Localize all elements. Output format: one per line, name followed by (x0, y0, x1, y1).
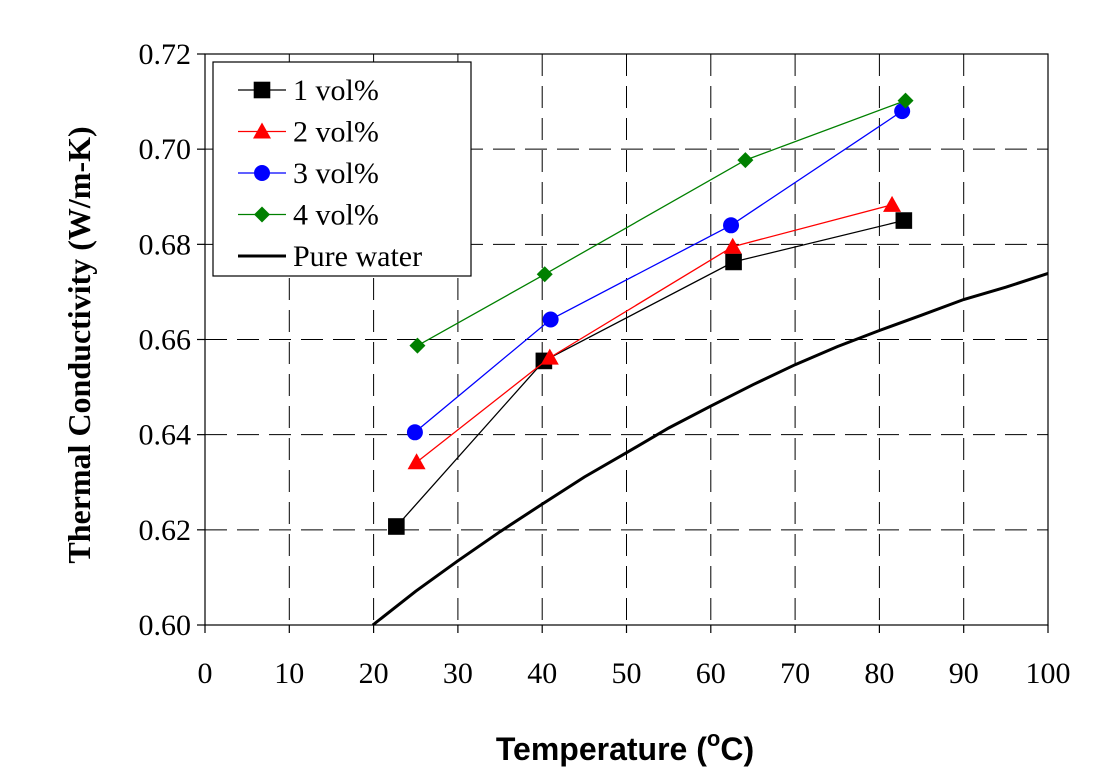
series-line-2-vol (416, 204, 893, 463)
x-axis-label-main: Temperature ( (496, 731, 707, 767)
x-tick-label: 80 (864, 657, 894, 690)
y-tick-label: 0.68 (139, 228, 192, 261)
series-line-4-vol (417, 99, 906, 347)
x-axis-label-sup: o (707, 726, 720, 751)
data-point-2-vol (723, 237, 742, 254)
y-axis-label: Thermal Conductivity (W/m-K) (61, 126, 97, 563)
data-point-3-vol (542, 311, 559, 328)
data-point-2-vol (540, 348, 559, 365)
x-tick-label: 10 (274, 657, 304, 690)
legend-label-pure-water: Pure water (293, 240, 422, 273)
data-point-4-vol (737, 152, 754, 169)
data-point-1-vol (388, 518, 405, 535)
data-point-1-vol (725, 253, 742, 271)
legend-marker-4-vol (254, 206, 270, 223)
series-layer (371, 92, 1049, 627)
data-point-3-vol (406, 424, 423, 441)
x-tick-label: 60 (696, 657, 726, 690)
x-axis-label-unit: C) (720, 731, 754, 767)
x-tick-label: 20 (359, 657, 389, 690)
x-tick-label: 100 (1026, 657, 1071, 690)
legend-label-2-vol: 2 vol% (293, 116, 379, 149)
legend: 1 vol% 2 vol% 3 vol% 4 vol% Pure water (212, 61, 472, 277)
series-1-vol (388, 212, 913, 535)
data-point-4-vol (536, 266, 553, 283)
data-point-4-vol (409, 337, 426, 354)
x-tick-label: 70 (780, 657, 810, 690)
series-3-vol (406, 103, 911, 441)
y-tick-label: 0.64 (139, 419, 192, 452)
series-4-vol (409, 92, 914, 354)
axes (197, 53, 1049, 633)
data-point-1-vol (895, 212, 913, 229)
series-line-1-vol (395, 219, 904, 527)
series-pure-water (371, 271, 1049, 627)
x-tick-label: 90 (949, 657, 979, 690)
x-tick-label: 40 (527, 657, 557, 690)
axis-labels: Thermal Conductivity (W/m-K) Temperature… (61, 126, 754, 767)
y-tick-label: 0.72 (139, 38, 192, 71)
series-2-vol (407, 195, 902, 470)
y-tick-label: 0.62 (139, 514, 192, 547)
y-tick-label: 0.60 (139, 609, 192, 642)
series-line-3-vol (414, 110, 903, 433)
y-tick-label: 0.70 (139, 133, 192, 166)
legend-label-1-vol: 1 vol% (293, 74, 379, 107)
x-tick-label: 30 (443, 657, 473, 690)
series-line-pure-water (371, 271, 1049, 627)
x-tick-label: 0 (198, 657, 213, 690)
data-point-2-vol (407, 453, 426, 470)
y-tick-label: 0.66 (139, 324, 192, 357)
legend-label-3-vol: 3 vol% (293, 157, 379, 190)
x-axis-label: Temperature (oC) (496, 726, 754, 767)
data-point-2-vol (883, 195, 902, 212)
x-tick-label: 50 (612, 657, 642, 690)
data-point-4-vol (897, 92, 914, 109)
legend-label-4-vol: 4 vol% (293, 199, 379, 232)
tick-labels: 0 10 20 30 40 50 60 70 80 90 100 0.60 0.62 0.64 0.66 0.… (139, 38, 1071, 690)
legend-marker-1-vol (253, 81, 271, 99)
legend-marker-2-vol (253, 122, 271, 139)
data-point-3-vol (723, 217, 740, 234)
legend-marker-3-vol (254, 165, 270, 181)
